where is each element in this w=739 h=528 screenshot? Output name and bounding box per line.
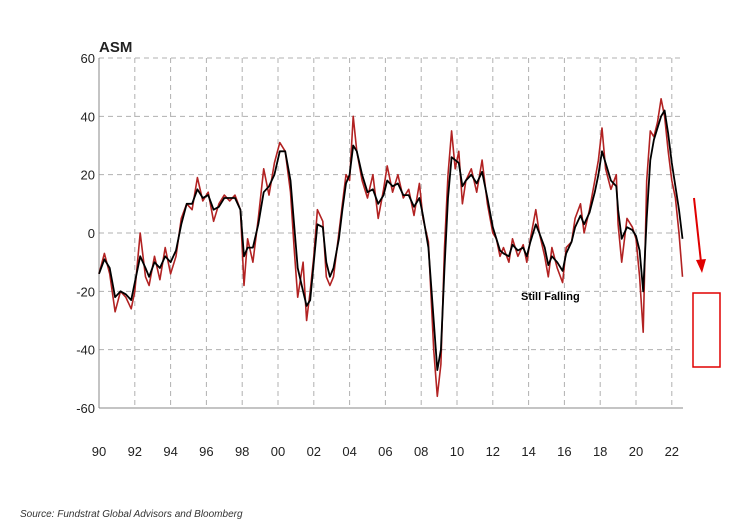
grid-lines — [99, 57, 683, 409]
source-note: Source: Fundstrat Global Advisors and Bl… — [20, 509, 243, 520]
x-tick-label: 94 — [163, 444, 177, 459]
x-tick-label: 02 — [307, 444, 321, 459]
x-tick-label: 08 — [414, 444, 428, 459]
y-tick-label: 0 — [88, 226, 95, 241]
x-tick-label: 16 — [557, 444, 571, 459]
series-line-2 — [98, 109, 684, 371]
x-tick-label: 18 — [593, 444, 607, 459]
y-tick-label: -20 — [76, 284, 95, 299]
annotation-still-falling: Still Falling — [521, 291, 580, 303]
series-line-1 — [98, 98, 684, 398]
axes — [98, 58, 683, 409]
arrow-head — [696, 259, 706, 273]
chart-title: ASM — [99, 39, 132, 56]
series-group — [98, 98, 684, 398]
x-tick-label: 00 — [271, 444, 285, 459]
arrow-shaft — [693, 197, 702, 263]
x-tick-label: 10 — [450, 444, 464, 459]
highlight-box — [692, 292, 721, 368]
x-tick-labels: 90 92 94 96 98 00 02 04 06 08 10 12 14 16 18 20 22 — [92, 444, 679, 459]
x-tick-label: 20 — [629, 444, 643, 459]
x-tick-label: 98 — [235, 444, 249, 459]
y-tick-label: 20 — [81, 168, 95, 183]
x-tick-label: 90 — [92, 444, 106, 459]
y-tick-label: 40 — [81, 109, 95, 124]
x-tick-label: 22 — [665, 444, 679, 459]
x-tick-label: 92 — [128, 444, 142, 459]
y-tick-label: 60 — [81, 51, 95, 66]
y-tick-label: -40 — [76, 343, 95, 358]
y-tick-labels: 60 40 20 0 -20 -40 -60 — [76, 51, 95, 416]
x-tick-label: 14 — [521, 444, 535, 459]
highlight-arrow — [693, 197, 706, 273]
x-tick-label: 96 — [199, 444, 213, 459]
x-tick-label: 12 — [486, 444, 500, 459]
x-tick-label: 06 — [378, 444, 392, 459]
x-tick-label: 04 — [342, 444, 356, 459]
y-tick-label: -60 — [76, 401, 95, 416]
